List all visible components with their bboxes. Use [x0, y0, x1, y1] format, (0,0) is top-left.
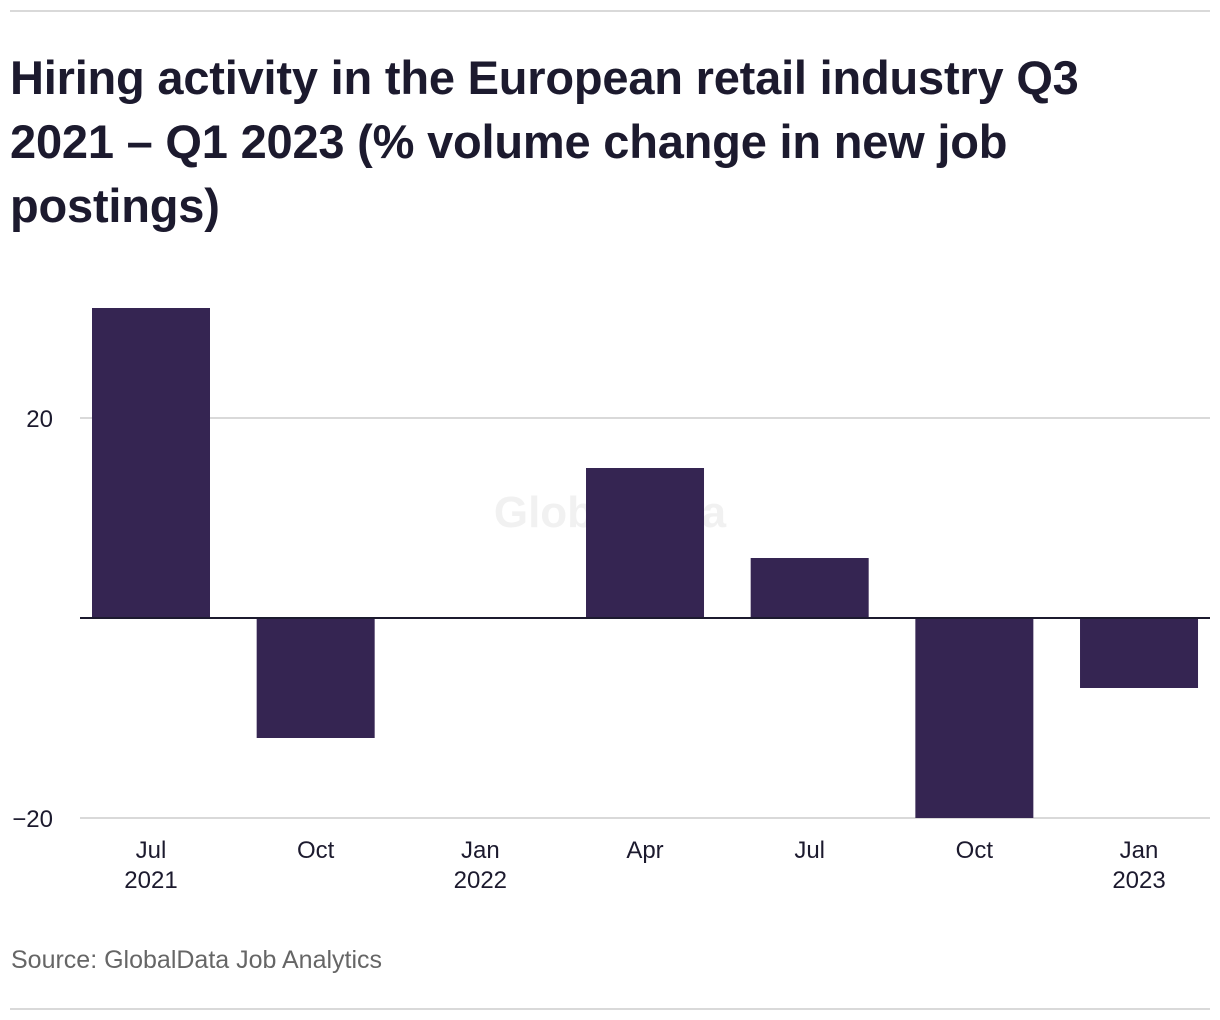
x-tick-label: Jan — [1120, 837, 1159, 864]
bar-oct-2021 — [256, 618, 375, 738]
y-axis-ticks: 20 −20 — [12, 406, 53, 833]
y-tick-label: 20 — [26, 406, 53, 433]
x-tick-label: Jan — [461, 837, 500, 864]
bar-chart: GlobalData 20−20 Jul2021OctJan2022AprJul… — [12, 308, 1210, 894]
x-tick-label: Jul — [794, 837, 825, 864]
bar-oct-2022 — [915, 618, 1034, 818]
bottom-divider — [10, 1008, 1210, 1010]
bar-apr-2022 — [586, 468, 705, 618]
bar-jul-2021 — [92, 308, 210, 618]
x-tick-label: Jul — [136, 837, 167, 864]
x-tick-year-label: 2021 — [124, 867, 177, 894]
bar-jan-2023 — [1080, 618, 1199, 688]
y-tick-label: −20 — [12, 806, 53, 833]
x-tick-label: Oct — [956, 837, 994, 864]
x-axis-ticks: Jul 2021 Oct Jan 2022 Apr Jul Oct Jan 2023 — [124, 837, 1165, 894]
x-tick-label: Apr — [626, 837, 663, 864]
chart-title: Hiring activity in the European retail i… — [10, 51, 1079, 232]
bars — [92, 308, 1199, 818]
x-tick-year-label: 2022 — [454, 867, 507, 894]
top-divider — [10, 10, 1210, 12]
source-note: Source: GlobalData Job Analytics — [11, 946, 383, 974]
bar-jul-2022 — [750, 558, 869, 618]
x-tick-label: Oct — [297, 837, 335, 864]
x-tick-year-label: 2023 — [1112, 867, 1165, 894]
